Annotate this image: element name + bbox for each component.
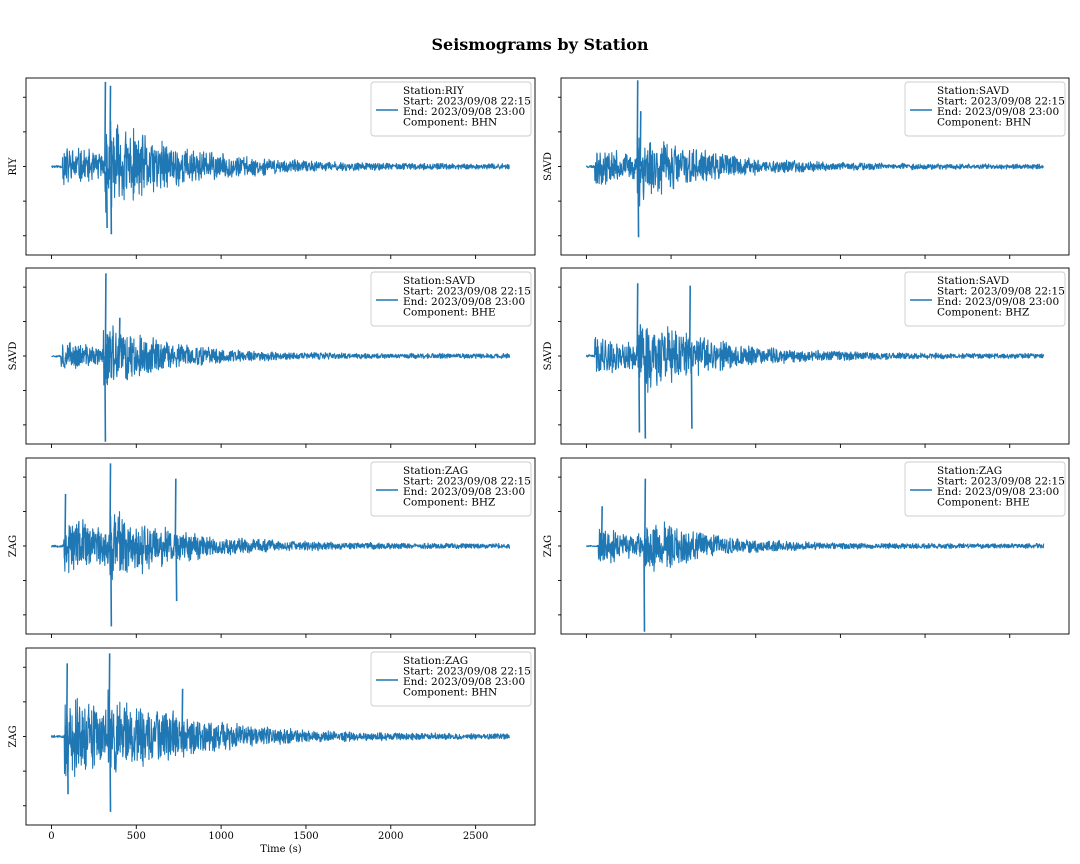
trace-spike-2 — [644, 478, 647, 547]
trace-spike-4 — [690, 355, 693, 429]
seismogram-trace — [50, 511, 511, 581]
x-tick-label-500: 500 — [127, 831, 146, 842]
y-axis-label: SAVD — [543, 342, 554, 371]
trace-spike-2 — [118, 317, 121, 357]
trace-spike-2 — [109, 85, 112, 167]
legend-text-1: Start: 2023/09/08 22:15 — [403, 666, 531, 678]
legend-text-2: End: 2023/09/08 23:00 — [937, 296, 1059, 308]
legend-text-2: End: 2023/09/08 23:00 — [403, 106, 525, 118]
trace-spike-4 — [181, 688, 184, 737]
legend-text-0: Station:SAVD — [937, 85, 1009, 97]
trace-spike-3 — [688, 285, 692, 357]
legend-text-2: End: 2023/09/08 23:00 — [937, 106, 1059, 118]
legend-text-3: Component: BHN — [403, 117, 497, 129]
seismogram-trace — [51, 325, 511, 386]
trace-spike-1 — [109, 463, 112, 547]
legend-text-3: Component: BHZ — [403, 497, 495, 509]
trace-spike-4 — [175, 545, 178, 602]
y-axis-label: ZAG — [8, 535, 19, 557]
seismogram-trace — [51, 120, 510, 213]
y-axis-label: ZAG — [8, 725, 19, 747]
trace-spike-2 — [110, 545, 113, 627]
x-tick-label-1500: 1500 — [293, 831, 318, 842]
trace-spike-0 — [104, 81, 107, 167]
trace-spike-2 — [108, 653, 111, 737]
legend-text-0: Station:SAVD — [403, 275, 475, 287]
seismogram-trace — [50, 689, 511, 778]
legend-text-0: Station:ZAG — [937, 465, 1002, 477]
figure-title: Seismograms by Station — [431, 35, 648, 54]
trace-spike-3 — [109, 736, 112, 812]
y-axis-label: ZAG — [543, 535, 554, 557]
x-tick-label-2500: 2500 — [463, 831, 488, 842]
trace-spike-0 — [64, 493, 67, 547]
legend-box — [904, 271, 1066, 327]
legend-text-2: End: 2023/09/08 23:00 — [403, 486, 525, 498]
trace-spike-1 — [638, 355, 641, 433]
legend-text-0: Station:ZAG — [403, 465, 468, 477]
legend-box — [370, 271, 532, 327]
trace-spike-2 — [639, 111, 642, 167]
legend-text-2: End: 2023/09/08 23:00 — [403, 296, 525, 308]
legend-text-1: Start: 2023/09/08 22:15 — [937, 476, 1065, 488]
legend-text-0: Station:SAVD — [937, 275, 1009, 287]
trace-spike-0 — [65, 663, 69, 737]
legend-text-3: Component: BHN — [403, 687, 497, 699]
legend-text-3: Component: BHZ — [937, 307, 1029, 319]
x-tick-label-1000: 1000 — [208, 831, 233, 842]
y-axis-label: RIY — [8, 157, 19, 175]
x-tick-label-2000: 2000 — [378, 831, 403, 842]
legend-box — [904, 461, 1066, 517]
seismogram-trace — [585, 323, 1045, 393]
legend-text-0: Station:RIY — [403, 85, 465, 97]
trace-spike-1 — [105, 166, 108, 229]
seismogram-trace — [585, 521, 1045, 575]
legend-text-3: Component: BHE — [937, 497, 1030, 509]
trace-spike-3 — [110, 166, 113, 235]
trace-spike-0 — [636, 80, 639, 167]
trace-spike-0 — [636, 283, 639, 357]
legend-box — [370, 461, 532, 517]
trace-spike-1 — [66, 736, 69, 795]
trace-spike-2 — [644, 355, 647, 439]
trace-spike-0 — [600, 506, 603, 547]
y-axis-label: SAVD — [8, 342, 19, 371]
legend-text-2: End: 2023/09/08 23:00 — [403, 676, 525, 688]
y-axis-label: SAVD — [543, 152, 554, 181]
legend-text-2: End: 2023/09/08 23:00 — [937, 486, 1059, 498]
trace-spike-1 — [104, 355, 107, 442]
trace-spike-1 — [643, 545, 646, 632]
legend-text-1: Start: 2023/09/08 22:15 — [937, 96, 1065, 108]
legend-text-3: Component: BHE — [403, 307, 496, 319]
legend-box — [904, 81, 1066, 137]
x-axis-label: Time (s) — [260, 844, 301, 855]
legend-text-3: Component: BHN — [937, 117, 1031, 129]
seismogram-trace — [585, 137, 1044, 207]
x-tick-label-0: 0 — [48, 831, 54, 842]
legend-text-1: Start: 2023/09/08 22:15 — [403, 286, 531, 298]
trace-spike-0 — [104, 273, 107, 357]
legend-text-1: Start: 2023/09/08 22:15 — [403, 96, 531, 108]
legend-text-0: Station:ZAG — [403, 655, 468, 667]
legend-text-1: Start: 2023/09/08 22:15 — [403, 476, 531, 488]
trace-spike-1 — [637, 166, 640, 238]
legend-text-1: Start: 2023/09/08 22:15 — [937, 286, 1065, 298]
legend-box — [370, 651, 532, 707]
legend-box — [370, 81, 532, 137]
trace-spike-3 — [174, 478, 177, 547]
